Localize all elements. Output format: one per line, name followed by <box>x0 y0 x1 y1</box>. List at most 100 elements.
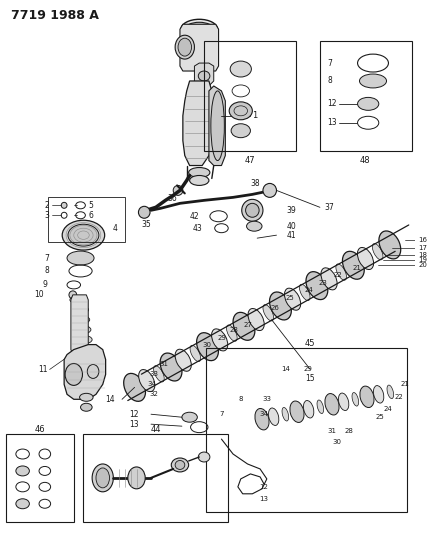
Text: 31: 31 <box>159 361 168 367</box>
Text: 25: 25 <box>285 295 294 301</box>
Text: 7: 7 <box>328 59 333 68</box>
Bar <box>6 434 74 522</box>
Text: 13: 13 <box>259 496 268 502</box>
Ellipse shape <box>190 345 201 361</box>
Ellipse shape <box>175 349 191 372</box>
Ellipse shape <box>231 124 250 138</box>
Ellipse shape <box>171 458 189 472</box>
Ellipse shape <box>230 61 251 77</box>
Polygon shape <box>194 63 214 86</box>
Text: 45: 45 <box>305 338 315 348</box>
Ellipse shape <box>160 353 182 381</box>
Text: 7: 7 <box>45 254 50 263</box>
Text: 32: 32 <box>150 391 159 397</box>
Text: 21: 21 <box>353 265 361 271</box>
Ellipse shape <box>70 296 87 304</box>
Text: 34: 34 <box>259 411 268 417</box>
Ellipse shape <box>242 199 263 221</box>
Ellipse shape <box>73 316 90 324</box>
Ellipse shape <box>255 408 269 430</box>
Text: 33: 33 <box>262 397 271 402</box>
Ellipse shape <box>360 74 386 88</box>
Ellipse shape <box>336 264 347 280</box>
Ellipse shape <box>181 19 217 39</box>
Ellipse shape <box>360 386 374 408</box>
Text: 35: 35 <box>141 220 151 229</box>
Text: 48: 48 <box>360 156 371 165</box>
Text: 46: 46 <box>35 425 45 434</box>
Text: 7719 1988 A: 7719 1988 A <box>11 9 99 22</box>
Ellipse shape <box>175 461 185 470</box>
Text: 27: 27 <box>244 322 253 328</box>
Text: 14: 14 <box>282 367 291 373</box>
Ellipse shape <box>233 312 255 340</box>
Polygon shape <box>183 81 216 166</box>
Ellipse shape <box>379 231 401 259</box>
Ellipse shape <box>270 292 291 320</box>
Ellipse shape <box>124 374 146 401</box>
Ellipse shape <box>247 221 262 231</box>
Text: 18: 18 <box>419 252 428 258</box>
Ellipse shape <box>226 325 237 341</box>
Text: 6: 6 <box>88 211 93 220</box>
Text: 31: 31 <box>327 428 336 434</box>
Text: 14: 14 <box>106 395 115 404</box>
Text: 37: 37 <box>325 203 335 212</box>
Ellipse shape <box>357 247 374 270</box>
Bar <box>48 197 125 242</box>
Text: 8: 8 <box>328 76 333 85</box>
Text: 24: 24 <box>383 406 392 412</box>
Ellipse shape <box>342 251 364 279</box>
Ellipse shape <box>80 403 92 411</box>
Text: 5: 5 <box>88 201 93 210</box>
Text: 30: 30 <box>333 439 342 445</box>
Ellipse shape <box>317 400 324 414</box>
Ellipse shape <box>248 309 264 330</box>
Text: 20: 20 <box>419 262 427 268</box>
Text: 11: 11 <box>38 365 48 374</box>
Text: 15: 15 <box>306 375 315 383</box>
Ellipse shape <box>62 220 105 250</box>
Ellipse shape <box>16 499 30 508</box>
Text: 40: 40 <box>286 222 296 231</box>
Text: 30: 30 <box>203 342 212 348</box>
Ellipse shape <box>352 392 359 406</box>
Text: 9: 9 <box>43 280 48 289</box>
Ellipse shape <box>372 244 383 260</box>
Text: 25: 25 <box>375 414 384 420</box>
Text: 24: 24 <box>304 287 313 293</box>
Ellipse shape <box>78 345 93 353</box>
Ellipse shape <box>196 333 218 361</box>
Text: 16: 16 <box>419 237 428 243</box>
Bar <box>83 434 228 522</box>
Text: 12: 12 <box>259 484 268 490</box>
Ellipse shape <box>67 251 94 265</box>
Text: 8: 8 <box>238 397 243 402</box>
Ellipse shape <box>325 393 339 415</box>
Text: 3: 3 <box>45 211 50 220</box>
Ellipse shape <box>139 369 155 392</box>
Text: 43: 43 <box>193 224 202 233</box>
Ellipse shape <box>16 466 30 476</box>
Polygon shape <box>64 345 106 399</box>
Text: 12: 12 <box>328 99 337 108</box>
Text: 22: 22 <box>333 272 342 278</box>
Ellipse shape <box>303 400 314 418</box>
Text: 47: 47 <box>244 156 255 165</box>
Ellipse shape <box>82 366 96 374</box>
Ellipse shape <box>182 412 197 422</box>
Ellipse shape <box>246 203 259 217</box>
Ellipse shape <box>128 467 145 489</box>
Bar <box>206 348 407 512</box>
Ellipse shape <box>387 385 394 399</box>
Polygon shape <box>180 25 219 71</box>
Ellipse shape <box>198 71 210 81</box>
Ellipse shape <box>211 91 224 160</box>
Ellipse shape <box>87 365 99 378</box>
Text: 44: 44 <box>151 425 161 434</box>
Text: 33: 33 <box>150 372 159 377</box>
Ellipse shape <box>282 407 288 421</box>
Ellipse shape <box>300 284 310 301</box>
Ellipse shape <box>185 22 214 36</box>
Polygon shape <box>71 295 88 354</box>
